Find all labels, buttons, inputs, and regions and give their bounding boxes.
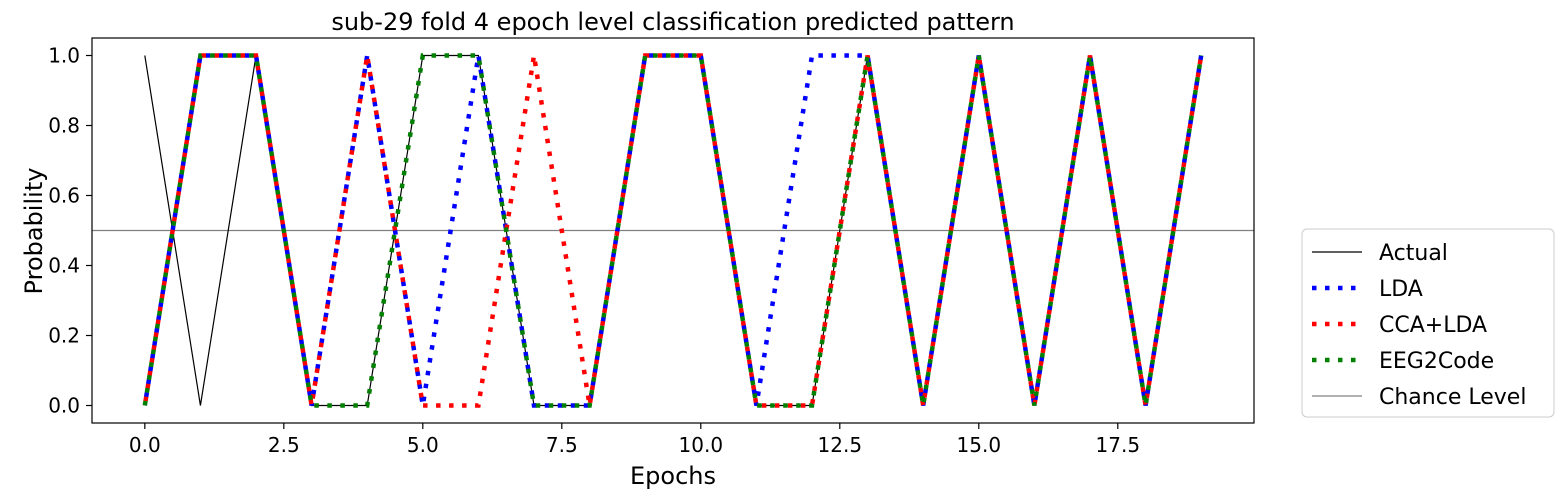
- legend: Actual LDA CCA+LDA EEG2Code Chance Level: [1301, 228, 1555, 418]
- x-tick-label: 5.0: [407, 433, 439, 457]
- legend-label: EEG2Code: [1379, 349, 1494, 374]
- x-tick-label: 0.0: [129, 433, 161, 457]
- x-tick-label: 7.5: [546, 433, 578, 457]
- plot-frame: [91, 37, 1255, 424]
- legend-label: CCA+LDA: [1379, 313, 1487, 338]
- y-tick-label: 0.0: [48, 394, 80, 418]
- y-tick-label: 0.2: [48, 324, 80, 348]
- series-line-lda: [142, 53, 1204, 408]
- y-axis-title: Probability: [20, 168, 48, 295]
- legend-box: [1301, 228, 1555, 418]
- legend-label: Chance Level: [1379, 385, 1526, 410]
- y-tick-label: 0.4: [48, 254, 80, 278]
- x-tick-label: 15.0: [957, 433, 1002, 457]
- series-line-cca-lda: [142, 53, 1204, 408]
- y-axis: 0.0 0.2 0.4 0.6 0.8 1.0: [48, 44, 92, 418]
- x-tick-label: 2.5: [268, 433, 300, 457]
- series-layer: [92, 53, 1254, 408]
- x-axis: 0.0 2.5 5.0 7.5 10.0 12.5 15.0 17.5: [129, 423, 1140, 457]
- y-tick-label: 0.8: [48, 114, 80, 138]
- y-tick-label: 1.0: [48, 44, 80, 68]
- chart-title: sub-29 fold 4 epoch level classification…: [331, 8, 1014, 36]
- legend-label: LDA: [1379, 277, 1423, 302]
- y-tick-label: 0.6: [48, 184, 80, 208]
- x-tick-label: 10.0: [679, 433, 724, 457]
- x-tick-label: 12.5: [818, 433, 863, 457]
- x-tick-label: 17.5: [1096, 433, 1141, 457]
- x-axis-title: Epochs: [630, 462, 716, 490]
- legend-label: Actual: [1379, 241, 1448, 266]
